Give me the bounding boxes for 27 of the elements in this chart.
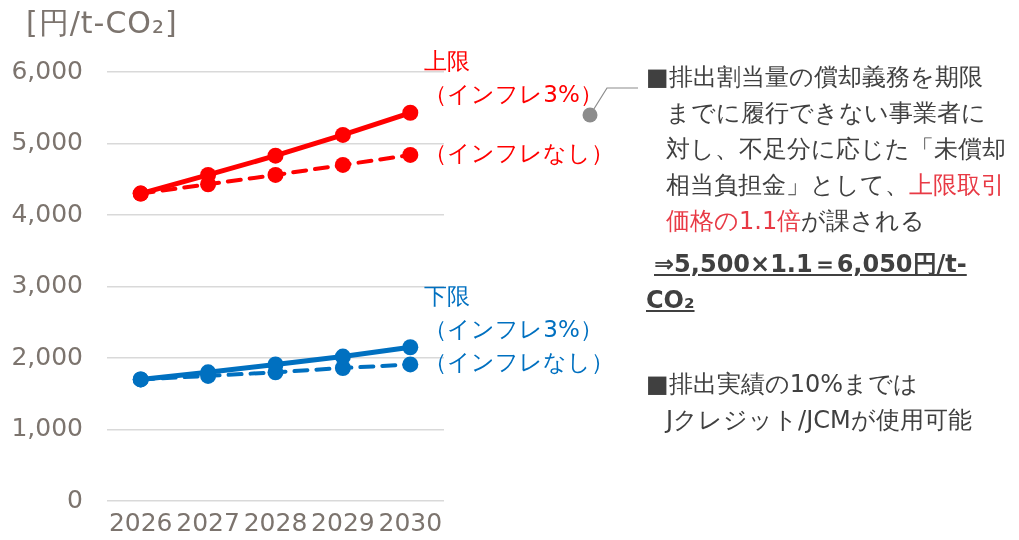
series-label: 下限（インフレ3%） — [424, 282, 603, 342]
text: ■排出割当量の償却義務を期限 — [646, 63, 983, 91]
series-label: （インフレなし） — [424, 139, 615, 166]
text: ⇒5,500×1.1＝6,050円/t-CO₂ — [646, 250, 967, 314]
series-label: 上限（インフレ3%） — [424, 48, 603, 108]
text: が課される — [801, 207, 926, 235]
x-tick-label: 2030 — [378, 507, 443, 537]
x-tick-label: 2026 — [108, 507, 173, 537]
text: までに履行できない事業者に — [666, 99, 986, 127]
x-tick-label: 2027 — [176, 507, 240, 537]
y-tick-label: 4,000 — [11, 198, 83, 228]
text: Jクレジット/JCMが使用可能 — [666, 406, 972, 434]
y-tick-label: 2,000 — [11, 341, 83, 371]
y-tick-label: 0 — [67, 484, 83, 514]
y-tick-label: 6,000 — [11, 55, 83, 85]
series-label: （インフレなし） — [424, 349, 615, 376]
x-tick-label: 2028 — [243, 507, 308, 537]
y-axis-title: [円/t-CO₂] — [26, 4, 178, 42]
text: 相当負担金」として、 — [666, 171, 909, 199]
text: 価格の1.1倍 — [666, 207, 802, 235]
y-tick-label: 5,000 — [11, 127, 83, 156]
y-tick-label: 3,000 — [11, 270, 83, 299]
y-tick-label: 1,000 — [11, 413, 83, 442]
text: 上限取引 — [909, 171, 1005, 199]
x-tick-label: 2029 — [311, 507, 375, 537]
text: 対し、不足分に応じた「未償却 — [666, 135, 1006, 163]
text: ■排出実績の10%までは — [646, 370, 919, 398]
